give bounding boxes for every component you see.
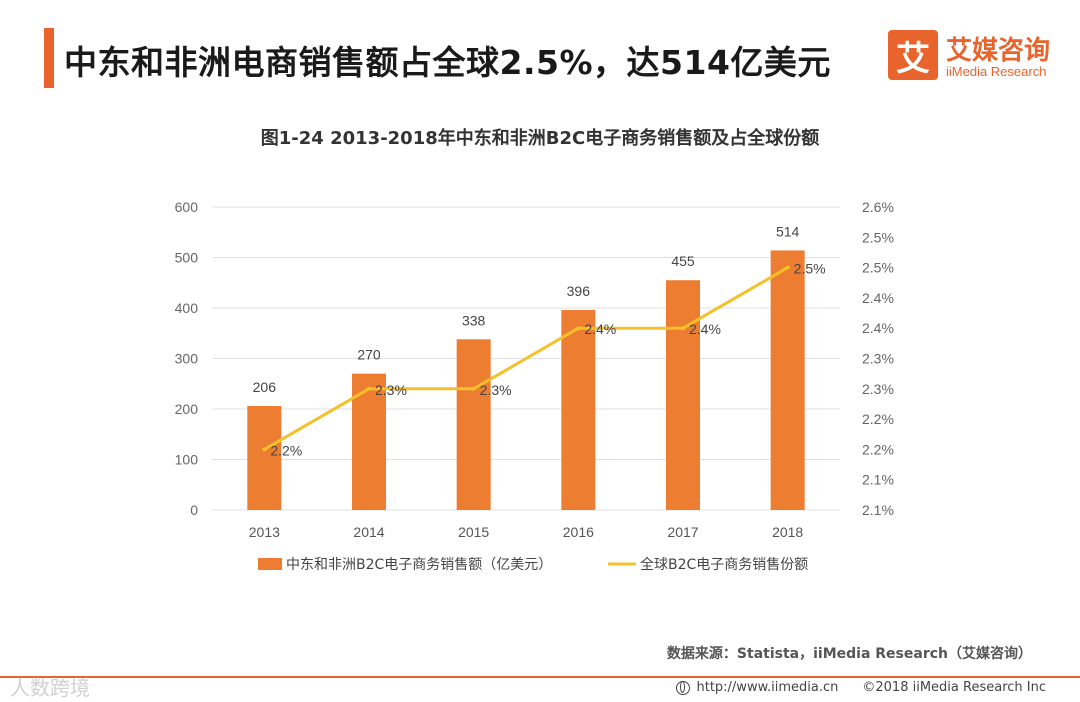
y-right-tick-label: 2.2% (862, 441, 894, 457)
line-point (471, 386, 476, 391)
line-value-label: 2.2% (270, 442, 302, 458)
bar (247, 405, 282, 510)
line-value-label: 2.5% (794, 261, 826, 277)
logo-name: 艾媒咨询 (946, 36, 1051, 66)
y-right-tick-label: 2.3% (862, 381, 894, 397)
y-left-tick-label: 100 (175, 452, 199, 468)
x-tick-label: 2015 (458, 524, 489, 540)
line-point (576, 326, 581, 331)
x-tick-label: 2018 (772, 524, 803, 540)
page-title: 中东和非洲电商销售额占全球2.5%，达514亿美元 (64, 43, 831, 82)
logo-english: iiMedia Research (946, 64, 1047, 79)
y-right-tick-label: 2.5% (862, 229, 894, 245)
data-source: 数据来源：Statista，iiMedia Research（艾媒咨询） (666, 646, 1032, 662)
bar-value-label: 270 (357, 347, 381, 363)
legend-bar-swatch (258, 558, 282, 570)
line-value-label: 2.4% (584, 321, 616, 337)
bar (770, 250, 805, 510)
bar-value-label: 206 (253, 379, 277, 395)
y-right-tick-label: 2.4% (862, 320, 894, 336)
bar (666, 280, 700, 510)
line-point (785, 265, 790, 270)
bar-value-label: 514 (776, 223, 800, 239)
y-right-tick-label: 2.1% (862, 502, 894, 518)
bar-value-label: 455 (671, 253, 695, 269)
line-point (367, 386, 371, 391)
chart-title: 图1-24 2013-2018年中东和非洲B2C电子商务销售额及占全球份额 (260, 128, 820, 149)
footer-copyright: ©2018 iiMedia Research Inc (862, 680, 1046, 695)
x-tick-label: 2013 (249, 524, 280, 540)
logo-mark-icon: 艾 (888, 30, 938, 80)
bar (561, 310, 596, 510)
title-accent-bar (44, 28, 54, 88)
line-point (262, 447, 267, 452)
y-left-tick-label: 600 (175, 199, 199, 215)
bar-value-label: 338 (462, 312, 486, 328)
line-point (681, 326, 685, 331)
bar-value-label: 396 (567, 283, 591, 299)
legend-bar-label: 中东和非洲B2C电子商务销售额（亿美元） (286, 557, 552, 573)
footer-url[interactable]: http://www.iimedia.cn (696, 680, 839, 695)
y-left-tick-label: 200 (175, 401, 199, 417)
line-value-label: 2.3% (480, 382, 512, 398)
y-left-tick-label: 0 (190, 502, 198, 518)
y-right-tick-label: 2.2% (862, 411, 894, 427)
y-right-tick-label: 2.6% (862, 199, 894, 215)
x-tick-label: 2017 (667, 524, 698, 540)
y-left-tick-label: 500 (175, 250, 199, 266)
watermark: 人数跨境 (10, 676, 90, 700)
globe-icon (676, 680, 691, 695)
footer: http://www.iimedia.cn ©2018 iiMedia Rese… (676, 680, 1046, 695)
legend-line-label: 全球B2C电子商务销售份额 (640, 556, 808, 573)
x-tick-label: 2016 (563, 524, 594, 540)
y-right-tick-label: 2.1% (862, 472, 894, 488)
y-left-tick-label: 400 (175, 300, 199, 316)
share-line (263, 266, 789, 451)
y-left-tick-label: 300 (175, 351, 199, 367)
bar (456, 339, 491, 510)
y-right-tick-label: 2.4% (862, 290, 894, 306)
x-tick-label: 2014 (353, 524, 384, 540)
footer-divider (0, 676, 1080, 678)
line-value-label: 2.3% (375, 382, 407, 398)
y-right-tick-label: 2.3% (862, 351, 894, 367)
y-right-tick-label: 2.5% (862, 260, 894, 276)
line-value-label: 2.4% (689, 321, 721, 337)
iimedia-logo: 艾 艾媒咨询 iiMedia Research (888, 28, 1068, 88)
